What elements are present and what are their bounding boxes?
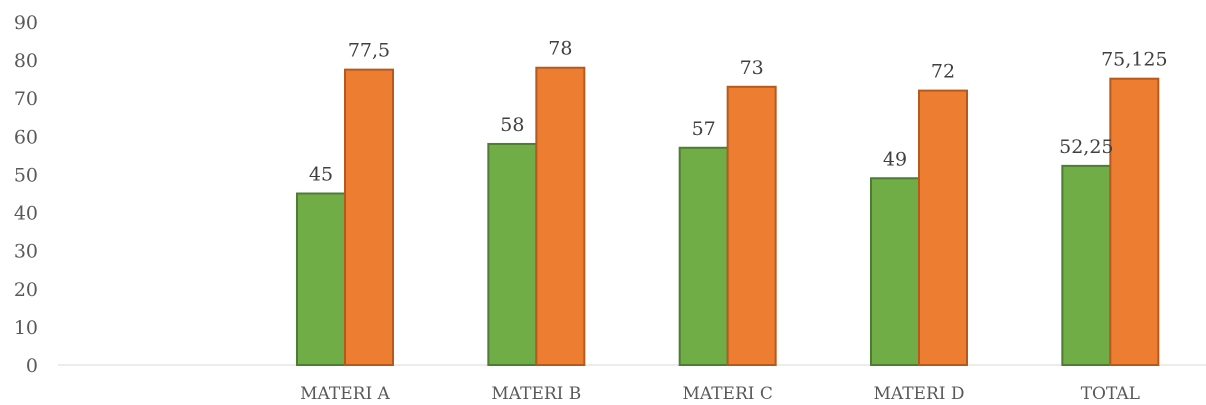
bar-data-label: 72 <box>931 61 955 83</box>
bar-series-2 <box>726 85 777 367</box>
bar-data-label: 49 <box>883 148 907 170</box>
bar-series-1 <box>870 177 920 366</box>
bar-data-label: 45 <box>309 164 333 186</box>
bar-data-label: 52,25 <box>1059 136 1113 158</box>
y-tick-label: 0 <box>26 355 38 377</box>
bar-series-2 <box>1109 77 1160 366</box>
x-category-label: TOTAL <box>1081 384 1140 404</box>
y-tick-label: 10 <box>14 317 38 339</box>
bar-series-1 <box>1061 164 1112 366</box>
y-tick-label: 20 <box>14 279 38 301</box>
bar-series-2 <box>535 66 586 366</box>
bar-data-label: 57 <box>692 118 716 140</box>
bar-data-label: 58 <box>500 114 524 136</box>
bars <box>296 66 1160 367</box>
x-category-label: MATERI A <box>300 384 390 404</box>
y-tick-label: 30 <box>14 241 38 263</box>
y-tick-label: 60 <box>14 126 38 148</box>
bar-series-2 <box>344 68 394 366</box>
y-axis-labels: 0 10 20 30 40 50 60 70 80 90 <box>14 12 38 377</box>
bar-series-1 <box>296 192 346 366</box>
y-tick-label: 50 <box>14 164 38 186</box>
x-axis-labels: MATERI A MATERI B MATERI C MATERI D TOTAL <box>300 384 1140 404</box>
data-labels: 45 77,5 58 78 57 73 49 72 52,25 75,125 <box>309 38 1168 186</box>
bar-data-label: 78 <box>548 38 572 60</box>
y-tick-label: 90 <box>14 12 38 34</box>
bar-data-label: 77,5 <box>348 40 390 62</box>
bar-series-2 <box>918 89 968 366</box>
x-category-label: MATERI D <box>873 384 964 404</box>
y-tick-label: 40 <box>14 203 38 225</box>
y-tick-label: 80 <box>14 50 38 72</box>
x-category-label: MATERI C <box>682 384 772 404</box>
bar-series-1 <box>487 142 538 366</box>
bar-data-label: 73 <box>740 57 764 79</box>
x-category-label: MATERI B <box>491 384 581 404</box>
bar-series-1 <box>678 146 729 366</box>
bar-data-label: 75,125 <box>1101 49 1167 71</box>
y-tick-label: 70 <box>14 88 38 110</box>
